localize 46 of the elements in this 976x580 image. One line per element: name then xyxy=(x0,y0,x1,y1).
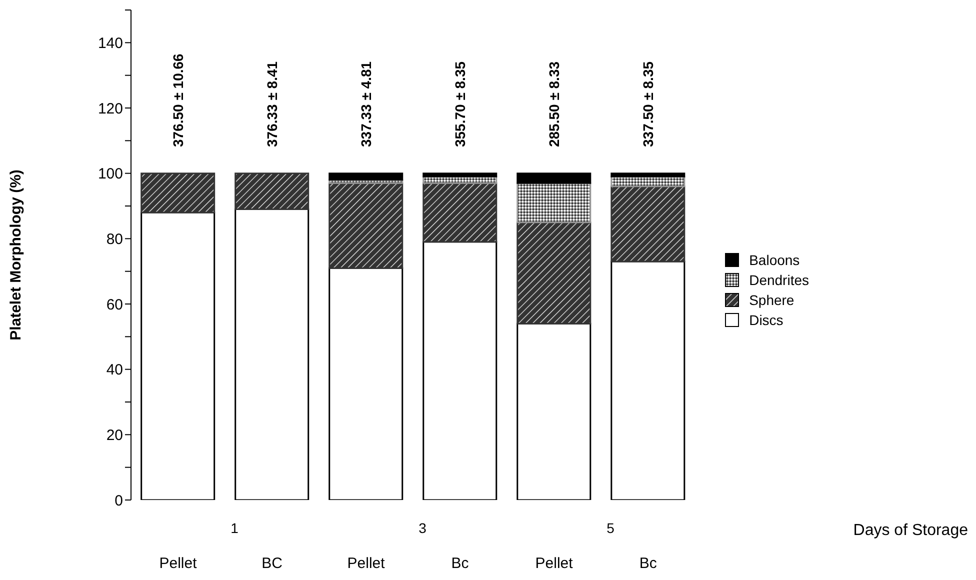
bar xyxy=(140,212,216,500)
x-tick-label: Bc xyxy=(639,555,658,572)
bar xyxy=(328,182,404,269)
y-tick-label: 40 xyxy=(106,362,123,379)
bar xyxy=(422,172,498,178)
x-tick-label: Pellet xyxy=(347,555,386,572)
bar xyxy=(610,172,686,178)
y-tick-label: 0 xyxy=(114,492,123,510)
x-tick-label: Bc xyxy=(451,555,470,572)
bar xyxy=(422,241,498,500)
bar xyxy=(140,172,216,214)
y-tick-label: 100 xyxy=(98,166,123,183)
annotation: 337.33 ± 4.81 xyxy=(358,61,374,147)
text: 5 xyxy=(606,520,615,536)
y-tick-label: 120 xyxy=(98,100,123,118)
bar xyxy=(234,208,310,500)
annotation: 285.50 ± 8.33 xyxy=(546,61,562,147)
x-tick-label: BC xyxy=(262,555,283,572)
bar xyxy=(234,172,310,210)
y-tick-label: 20 xyxy=(106,426,123,444)
legend-label: Sphere xyxy=(749,292,794,308)
annotation: 355.70 ± 8.35 xyxy=(452,61,468,147)
bar xyxy=(328,267,404,500)
legend-label: Dendrites xyxy=(749,272,809,288)
x-tick-label: Pellet xyxy=(159,555,198,572)
bar xyxy=(516,322,592,500)
y-tick-label: 140 xyxy=(98,34,123,52)
annotation: 337.50 ± 8.35 xyxy=(640,61,656,147)
bar xyxy=(516,172,592,184)
x-tick-label: Pellet xyxy=(535,555,574,572)
text: Days of Storage xyxy=(853,522,968,539)
annotation: 376.33 ± 8.41 xyxy=(264,61,280,147)
y-axis-title: Platelet Morphology (%) xyxy=(7,170,24,340)
legend-label: Baloons xyxy=(749,252,800,268)
y-tick-label: 80 xyxy=(106,230,123,248)
bar xyxy=(516,182,592,224)
text: 3 xyxy=(418,520,427,536)
bar xyxy=(610,260,686,500)
legend-label: Discs xyxy=(749,312,784,328)
annotation: 376.50 ± 10.66 xyxy=(170,53,186,147)
y-tick-label: 60 xyxy=(106,296,123,314)
text: 1 xyxy=(230,520,239,536)
bar xyxy=(516,222,592,324)
bar xyxy=(422,182,498,243)
bar xyxy=(328,172,404,181)
bar xyxy=(610,186,686,262)
